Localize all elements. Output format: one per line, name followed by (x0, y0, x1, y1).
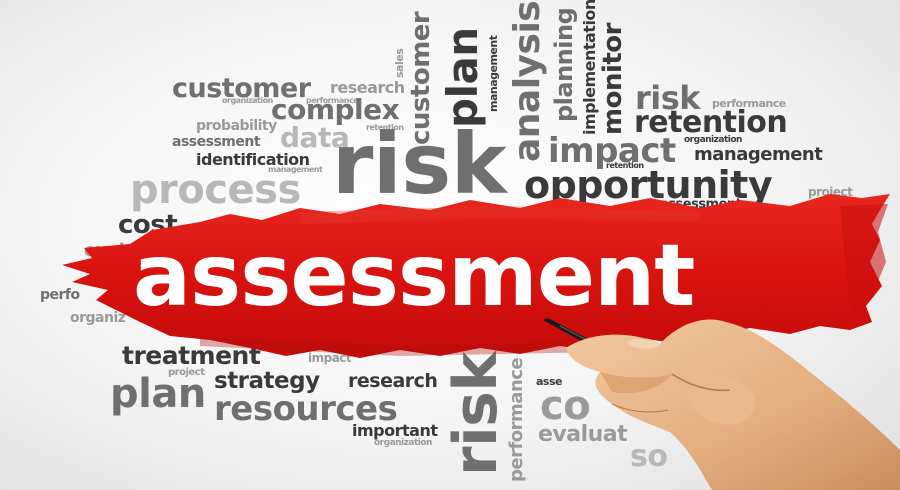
word-treatment: treatment (122, 341, 261, 370)
word-organization-left: organiz (70, 310, 126, 326)
word-impact-small: impact (308, 351, 352, 365)
word-assessment-bottom: asse (536, 375, 562, 388)
word-organization-3: organization (374, 438, 432, 448)
word-organization-2: organization (684, 135, 742, 145)
word-strategy: strategy (214, 368, 320, 394)
word-complex: complex (271, 93, 400, 126)
word-evaluation-bottom: evaluat (538, 422, 628, 447)
word-project-2: project (168, 367, 205, 378)
word-retention-1: retention (366, 123, 404, 132)
word-important: important (352, 421, 438, 440)
word-retention-large: retention (634, 105, 788, 140)
word-performance-left: perfo (40, 287, 80, 303)
word-assessment-1: assessment (172, 134, 261, 150)
word-management-small: management (268, 165, 323, 174)
headline-assessment: assessment (133, 226, 695, 326)
word-process: process (130, 167, 301, 213)
word-performance-2: performance (712, 97, 786, 110)
word-plan: plan (110, 371, 206, 417)
word-impact: impact (548, 131, 676, 171)
word-risk-large: risk (332, 115, 507, 213)
word-research: research (330, 78, 405, 97)
word-resources: resources (214, 389, 398, 429)
word-research-bottom: research (348, 370, 438, 392)
word-risk-right: risk (635, 79, 701, 117)
word-so: so (630, 439, 668, 474)
word-customer: customer (172, 73, 311, 104)
word-management-right: management (694, 144, 823, 165)
word-organization-1: organization (222, 96, 273, 105)
word-retention-small: retention (606, 161, 644, 170)
word-opportunity: opportunity (524, 163, 773, 207)
word-cost-bottom: co (540, 383, 591, 429)
word-performance-1: performance (306, 96, 359, 105)
word-data: data (280, 121, 350, 154)
word-identification: identification (196, 150, 310, 169)
word-probability: probability (196, 118, 277, 134)
word-project-1: project (808, 185, 853, 199)
